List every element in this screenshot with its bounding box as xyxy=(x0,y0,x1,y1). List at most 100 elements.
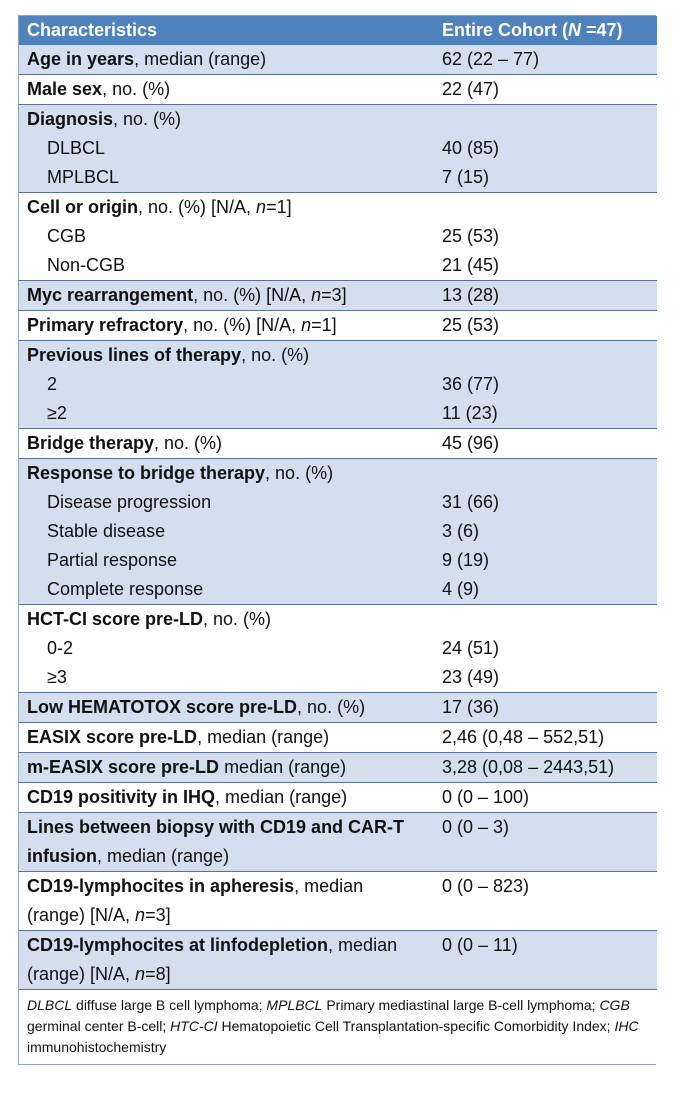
sub-row: ≥2 11 (23) xyxy=(19,399,657,429)
row-value: 45 (96) xyxy=(434,428,657,459)
sub-label: 0-2 xyxy=(19,634,434,663)
row-easix: EASIX score pre-LD, median (range) 2,46 … xyxy=(19,722,657,753)
row-label: Diagnosis, no. (%) xyxy=(19,104,434,134)
sub-row: 0-2 24 (51) xyxy=(19,634,657,663)
sub-label: DLBCL xyxy=(19,134,434,163)
text-span: Primary refractory xyxy=(27,315,184,335)
text-span: Myc rearrangement xyxy=(27,285,194,305)
text-span: CD19 positivity in IHQ xyxy=(27,787,216,807)
sub-row: MPLBCL 7 (15) xyxy=(19,163,657,193)
text-span: HTC-CI xyxy=(170,1018,218,1034)
sub-row: Complete response 4 (9) xyxy=(19,575,657,605)
text-span: , no. (%) xyxy=(241,345,310,365)
text-span: , median (range) [N/A, xyxy=(27,876,364,925)
text-span: =8] xyxy=(145,964,171,984)
row-value: 22 (47) xyxy=(434,74,657,105)
text-span: Diagnosis xyxy=(27,109,114,129)
row-myc: Myc rearrangement, no. (%) [N/A, n=3] 13… xyxy=(19,280,657,311)
row-label: Male sex, no. (%) xyxy=(19,74,434,105)
characteristics-table: Characteristics Entire Cohort (N =47) Ag… xyxy=(18,15,657,1065)
row-label: Cell or origin, no. (%) [N/A, n=1] xyxy=(19,192,434,222)
row-lines-biopsy: Lines between biopsy with CD19 and CAR-T… xyxy=(19,812,657,872)
sub-label: ≥2 xyxy=(19,399,434,429)
sub-value: 4 (9) xyxy=(434,575,657,605)
text-span: n xyxy=(135,905,146,925)
sub-value: 23 (49) xyxy=(434,663,657,693)
row-hct-ci: HCT-CI score pre-LD, no. (%) xyxy=(19,604,657,634)
sub-value: 31 (66) xyxy=(434,488,657,517)
sub-row: ≥3 23 (49) xyxy=(19,663,657,693)
sub-value: 3 (6) xyxy=(434,517,657,546)
text-span: , median (range) xyxy=(97,846,230,866)
sub-value: 40 (85) xyxy=(434,134,657,163)
text-span: , no. (%) xyxy=(154,433,223,453)
text-span: EASIX score pre-LD xyxy=(27,727,198,747)
text-span: Cell or origin xyxy=(27,197,139,217)
text-span: Primary mediastinal large B-cell lymphom… xyxy=(322,997,600,1013)
row-label: CD19-lymphocites at linfodepletion, medi… xyxy=(19,930,434,990)
header-entire-cohort: Entire Cohort (N =47) xyxy=(434,16,657,45)
footnote: DLBCL diffuse large B cell lymphoma; MPL… xyxy=(19,989,657,1064)
row-value: 2,46 (0,48 – 552,51) xyxy=(434,722,657,753)
row-label: Myc rearrangement, no. (%) [N/A, n=3] xyxy=(19,280,434,311)
sub-row: Disease progression 31 (66) xyxy=(19,488,657,517)
sub-value: 24 (51) xyxy=(434,634,657,663)
text-span: n xyxy=(311,285,322,305)
text-span: Bridge therapy xyxy=(27,433,155,453)
row-bridge-therapy: Bridge therapy, no. (%) 45 (96) xyxy=(19,428,657,459)
text-span: median (range) xyxy=(219,757,347,777)
row-age: Age in years, median (range) 62 (22 – 77… xyxy=(19,45,657,75)
text-span: Entire Cohort ( xyxy=(442,20,568,40)
text-span: Hematopoietic Cell Transplantation-speci… xyxy=(217,1018,615,1034)
row-response-bridge: Response to bridge therapy, no. (%) xyxy=(19,458,657,488)
row-label: EASIX score pre-LD, median (range) xyxy=(19,722,434,753)
text-span: , no. (%) [N/A, xyxy=(193,285,312,305)
text-span: , no. (%) xyxy=(113,109,182,129)
footnote-row: DLBCL diffuse large B cell lymphoma; MPL… xyxy=(19,989,657,1064)
sub-row: Stable disease 3 (6) xyxy=(19,517,657,546)
row-value: 62 (22 – 77) xyxy=(434,45,657,75)
text-span: =3] xyxy=(145,905,171,925)
row-value: 3,28 (0,08 – 2443,51) xyxy=(434,752,657,783)
row-primary-refractory: Primary refractory, no. (%) [N/A, n=1] 2… xyxy=(19,310,657,341)
row-label: Lines between biopsy with CD19 and CAR-T… xyxy=(19,812,434,872)
text-span: Previous lines of therapy xyxy=(27,345,242,365)
row-value: 17 (36) xyxy=(434,692,657,723)
row-label: m-EASIX score pre-LD median (range) xyxy=(19,752,434,783)
row-label: CD19 positivity in IHQ, median (range) xyxy=(19,782,434,813)
sub-row: Partial response 9 (19) xyxy=(19,546,657,575)
sub-value: 9 (19) xyxy=(434,546,657,575)
row-value: 0 (0 – 823) xyxy=(434,871,657,931)
sub-value: 7 (15) xyxy=(434,163,657,193)
sub-label: 2 xyxy=(19,370,434,399)
row-male-sex: Male sex, no. (%) 22 (47) xyxy=(19,74,657,105)
text-span: Low HEMATOTOX score pre-LD xyxy=(27,697,298,717)
text-span: , median (range) xyxy=(197,727,330,747)
text-span: =3] xyxy=(321,285,347,305)
row-previous-lines: Previous lines of therapy, no. (%) xyxy=(19,340,657,370)
text-span: DLBCL xyxy=(27,997,73,1013)
sub-label: ≥3 xyxy=(19,663,434,693)
text-span: IHC xyxy=(614,1018,639,1034)
sub-label: Stable disease xyxy=(19,517,434,546)
sub-label: CGB xyxy=(19,222,434,251)
sub-value: 25 (53) xyxy=(434,222,657,251)
text-span: n xyxy=(301,315,312,335)
text-span: diffuse large B cell lymphoma; xyxy=(72,997,267,1013)
text-span: N xyxy=(568,20,581,40)
row-cell-origin: Cell or origin, no. (%) [N/A, n=1] xyxy=(19,192,657,222)
text-span: , median (range) xyxy=(134,49,267,69)
text-span: , median (range) xyxy=(215,787,348,807)
sub-value: 36 (77) xyxy=(434,370,657,399)
text-span: MPLBCL xyxy=(266,997,323,1013)
row-value: 0 (0 – 100) xyxy=(434,782,657,813)
text-span: =1] xyxy=(311,315,337,335)
row-value: 13 (28) xyxy=(434,280,657,311)
sub-row: 2 36 (77) xyxy=(19,370,657,399)
text-span: , no. (%) xyxy=(297,697,366,717)
text-span: , no. (%) [N/A, xyxy=(138,197,257,217)
text-span: n xyxy=(135,964,146,984)
row-label: Response to bridge therapy, no. (%) xyxy=(19,458,434,488)
row-linfodepletion: CD19-lymphocites at linfodepletion, medi… xyxy=(19,930,657,990)
text-span: CD19-lymphocites at linfodepletion xyxy=(27,935,329,955)
